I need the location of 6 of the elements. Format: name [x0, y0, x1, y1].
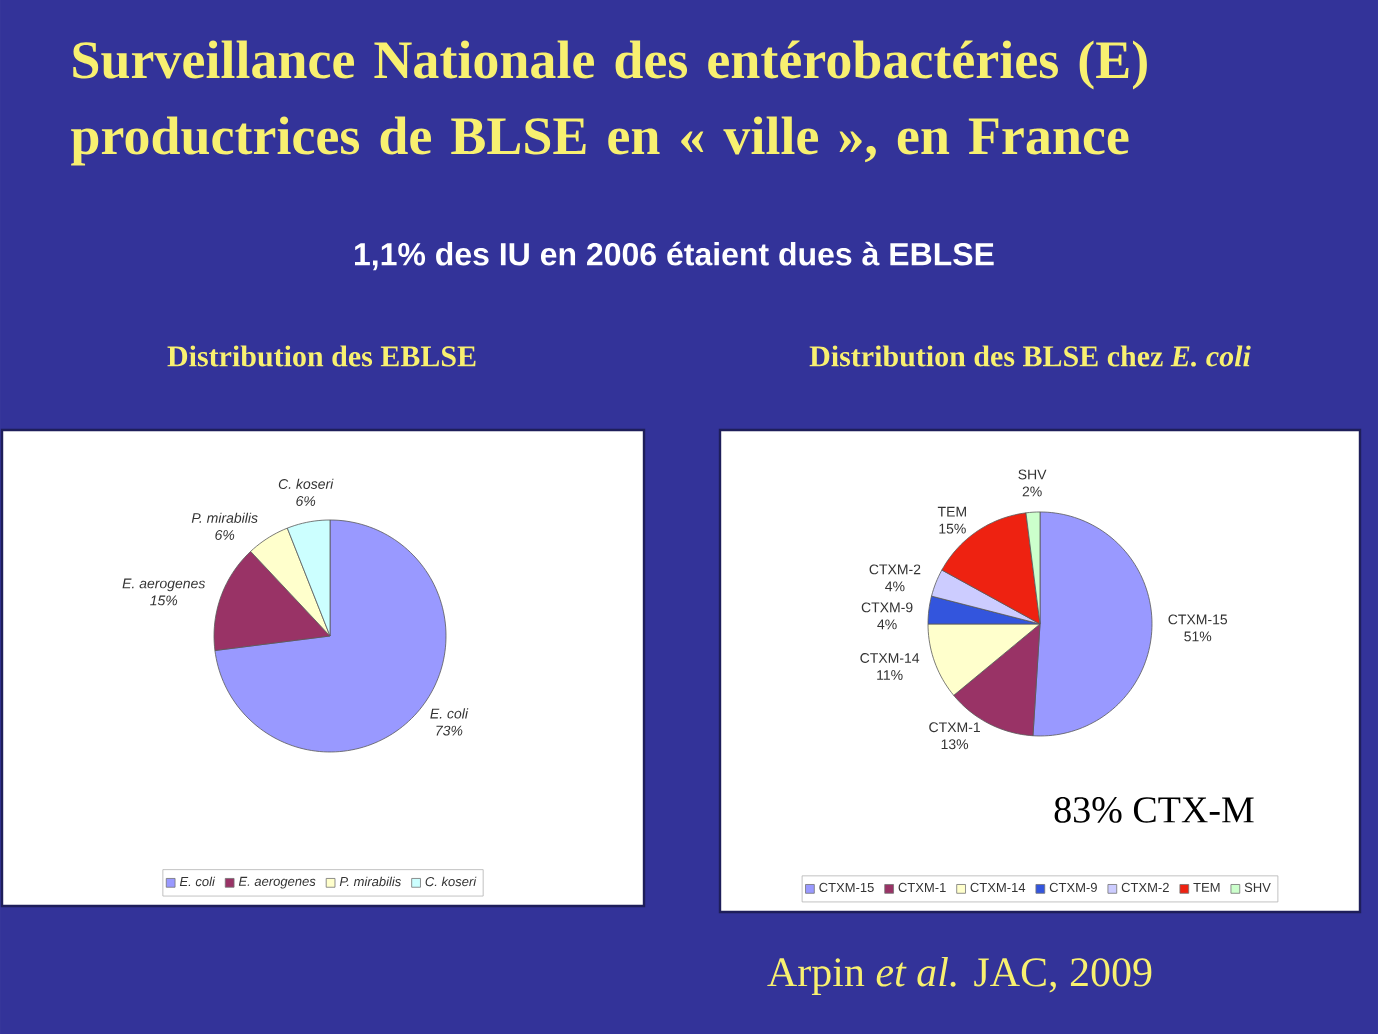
chart-title: Distribution des EBLSE — [167, 345, 476, 367]
text: Arpin et al. JAC, 2009 — [767, 956, 1152, 996]
text: Surveillance Nationale des entérobactéries (E) productrices de BLSE en « ville », en France — [71, 40, 1147, 166]
text: 83% CTX-M — [1054, 797, 1254, 823]
chart-title: Distribution des BLSE chez E. coli — [809, 345, 1251, 367]
text: 1,1% des IU en 2006 étaient dues à EBLSE — [355, 241, 994, 271]
